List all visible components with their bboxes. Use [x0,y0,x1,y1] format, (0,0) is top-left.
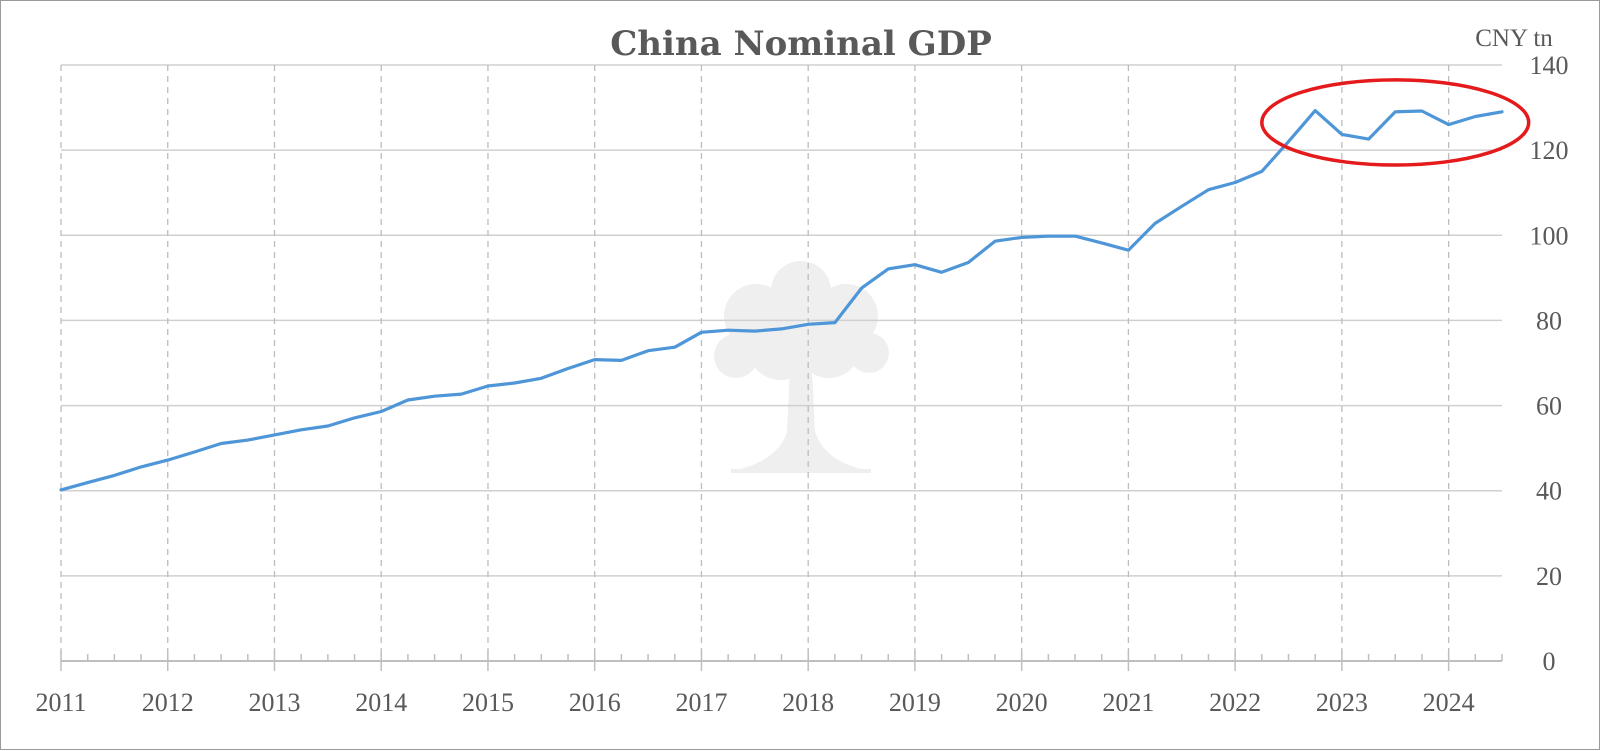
x-tick-label: 2022 [1209,688,1261,717]
x-tick-label: 2024 [1423,688,1475,717]
x-tick-label: 2023 [1316,688,1368,717]
x-tick-label: 2019 [889,688,941,717]
x-tick-label: 2021 [1102,688,1154,717]
x-tick-label: 2018 [782,688,834,717]
x-tick-label: 2017 [675,688,727,717]
y-tick-label: 80 [1536,306,1562,335]
x-tick-label: 2015 [462,688,514,717]
x-tick-label: 2013 [248,688,300,717]
y-tick-label: 40 [1536,477,1562,506]
y-tick-label: 60 [1536,392,1562,421]
x-tick-label: 2012 [142,688,194,717]
tree-watermark-icon [714,261,889,471]
chart-title: China Nominal GDP [610,24,992,64]
x-axis [61,651,1502,671]
x-tick-label: 2020 [996,688,1048,717]
y-tick-label: 120 [1530,136,1569,165]
y-axis-tick-labels: 0 20 40 60 80 100 120 140 [1530,51,1569,676]
highlight-ellipse [1262,80,1529,165]
y-tick-label: 140 [1530,51,1569,80]
horizontal-gridlines [61,65,1502,576]
y-tick-label: 20 [1536,562,1562,591]
annotations [1262,80,1529,165]
y-tick-label: 0 [1543,647,1556,676]
x-tick-label: 2014 [355,688,407,717]
x-tick-label: 2016 [569,688,621,717]
y-tick-label: 100 [1530,221,1569,250]
x-tick-label: 2011 [35,688,86,717]
y-axis-unit-label: CNY tn [1475,25,1553,52]
x-axis-tick-labels: 2011 2012 2013 2014 2015 2016 2017 2018 2019 2020… [35,688,1474,717]
